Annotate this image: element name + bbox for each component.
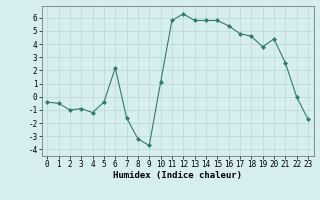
X-axis label: Humidex (Indice chaleur): Humidex (Indice chaleur) — [113, 171, 242, 180]
